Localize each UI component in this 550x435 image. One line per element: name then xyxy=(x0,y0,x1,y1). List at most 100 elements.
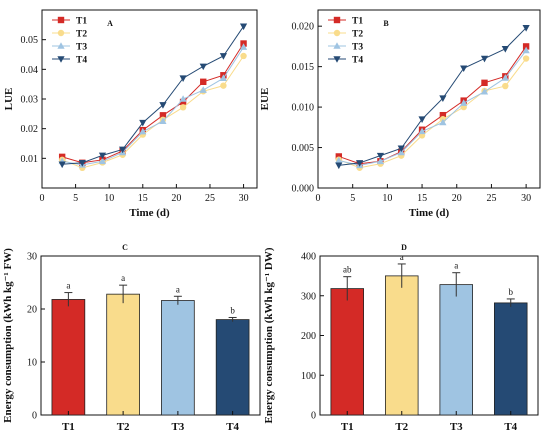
legend-label-t3: T3 xyxy=(352,43,363,53)
legend-label-t1: T1 xyxy=(76,17,87,27)
data-point-t3 xyxy=(439,118,447,126)
panel-label: D xyxy=(401,243,407,252)
legend-label-t4: T4 xyxy=(352,56,363,66)
x-tick-label: 20 xyxy=(171,193,181,204)
legend-marker-t2 xyxy=(333,29,341,37)
y-tick-label: 10 xyxy=(27,358,37,369)
data-point-t2 xyxy=(220,82,227,89)
y-tick-label: 0 xyxy=(311,411,316,422)
series-line-t3 xyxy=(338,50,527,166)
series-line-t1 xyxy=(338,46,527,165)
x-tick-label-t3: T3 xyxy=(171,421,184,433)
bar-t1 xyxy=(330,288,364,416)
y-tick-label: 0.000 xyxy=(292,184,315,195)
x-tick-label: 15 xyxy=(417,193,427,204)
y-tick-label: 20 xyxy=(27,305,37,316)
x-tick-label: 20 xyxy=(452,193,462,204)
x-tick-label: 0 xyxy=(316,193,321,204)
data-point-t4 xyxy=(219,53,228,60)
panel-label: A xyxy=(107,19,113,28)
x-tick-label: 15 xyxy=(138,193,148,204)
bar-t2 xyxy=(384,275,419,416)
significance-letter-t4: b xyxy=(509,287,514,297)
x-tick-label-t1: T1 xyxy=(341,421,354,433)
bar-t2 xyxy=(106,293,140,416)
series-line-t1 xyxy=(62,43,244,164)
data-point-t2 xyxy=(502,82,509,90)
x-tick-label-t3: T3 xyxy=(450,421,463,433)
x-tick-label: 10 xyxy=(382,193,392,204)
legend-marker-t1 xyxy=(333,16,341,24)
x-tick-label-t4: T4 xyxy=(504,421,517,433)
data-point-t4 xyxy=(199,63,207,71)
bar-t3 xyxy=(439,284,473,416)
y-tick-label: 0.05 xyxy=(21,35,39,46)
data-point-t2 xyxy=(240,52,247,60)
bar-t1 xyxy=(51,299,86,416)
x-tick-label-t2: T2 xyxy=(117,421,130,433)
x-tick-label: 25 xyxy=(486,193,496,204)
series-line-t4 xyxy=(338,27,527,166)
y-tick-label: 400 xyxy=(301,252,316,263)
x-tick-label-t4: T4 xyxy=(226,421,239,433)
data-point-t4 xyxy=(397,145,405,153)
series-line-t3 xyxy=(62,46,244,166)
data-point-t4 xyxy=(58,161,66,169)
data-point-t3 xyxy=(139,127,147,135)
series-line-t2 xyxy=(338,58,527,169)
data-point-t4 xyxy=(480,55,489,63)
legend-label-t1: T1 xyxy=(352,17,363,27)
panel-d-dw-energy-chart: 0 100 200 300 400 Energy consumption (kWh kg⁻… xyxy=(263,243,539,433)
legend-label-t2: T2 xyxy=(76,30,87,40)
y-tick-label: 0.005 xyxy=(292,143,315,154)
significance-letter-t3: a xyxy=(454,261,458,271)
data-point-t3 xyxy=(522,46,530,54)
legend-marker-t4 xyxy=(57,56,65,63)
legend-marker-t4 xyxy=(333,56,341,63)
legend-label-t2: T2 xyxy=(352,30,363,40)
data-point-t4 xyxy=(78,159,86,167)
data-point-t4 xyxy=(119,146,127,154)
bar-t3 xyxy=(161,300,195,416)
y-tick-label: 0.020 xyxy=(292,22,315,33)
data-point-t4 xyxy=(159,102,167,109)
y-axis-label: Energy consumption (kWh kg⁻¹ FW) xyxy=(2,248,14,423)
plot-frame xyxy=(41,9,258,189)
data-point-t4 xyxy=(179,75,187,83)
data-point-t4 xyxy=(501,46,509,53)
x-tick-label: 10 xyxy=(104,193,114,204)
data-point-t3 xyxy=(219,74,228,82)
data-point-t3 xyxy=(501,74,509,81)
data-point-t3 xyxy=(98,157,107,165)
data-point-t1 xyxy=(179,98,187,106)
bar-t4 xyxy=(493,302,528,416)
data-point-t3 xyxy=(418,127,426,135)
legend-marker-t3 xyxy=(333,42,341,49)
panel-label: B xyxy=(383,19,389,28)
significance-letter-t2: a xyxy=(400,252,404,262)
x-axis-label: Time (d) xyxy=(129,207,170,219)
y-tick-label: 100 xyxy=(301,371,316,382)
data-point-t3 xyxy=(376,157,385,165)
significance-letter-t1: ab xyxy=(343,265,352,275)
significance-letter-t3: a xyxy=(176,284,180,294)
y-tick-label: 0.010 xyxy=(292,103,315,114)
data-point-t4 xyxy=(239,23,248,31)
y-tick-label: 0.03 xyxy=(21,95,39,106)
x-axis-label: Time (d) xyxy=(409,207,450,219)
legend-marker-t2 xyxy=(57,29,65,37)
data-point-t3 xyxy=(460,99,468,106)
data-point-t4 xyxy=(376,152,385,160)
x-tick-label: 30 xyxy=(521,193,531,204)
significance-letter-t1: a xyxy=(66,281,70,291)
legend-label-t3: T3 xyxy=(76,43,87,53)
y-axis-label: LUE xyxy=(3,88,15,111)
data-point-t3 xyxy=(239,43,248,50)
x-tick-label: 5 xyxy=(73,193,78,204)
data-point-t3 xyxy=(179,95,187,102)
data-point-t2 xyxy=(179,104,187,111)
data-point-t1 xyxy=(522,43,530,50)
data-point-t2 xyxy=(522,55,530,62)
panel-c-fw-energy-chart: 0 10 20 30 Energy consumption (kWh kg⁻¹ FW) C… xyxy=(2,243,261,433)
